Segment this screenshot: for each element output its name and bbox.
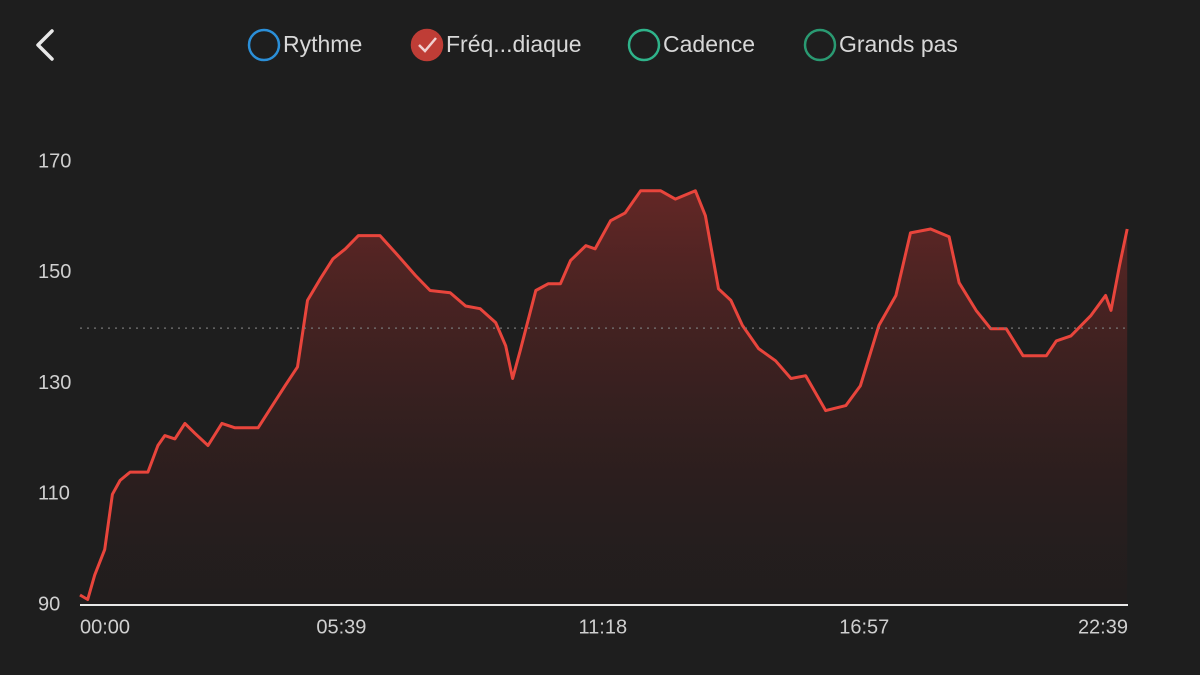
- x-tick-label: 16:57: [839, 616, 889, 638]
- legend-item[interactable]: Grands pas: [803, 28, 958, 62]
- legend-item[interactable]: Rythme: [247, 28, 362, 62]
- back-button[interactable]: [36, 29, 54, 61]
- legend-label: Rythme: [283, 31, 362, 57]
- y-tick-label: 130: [38, 372, 71, 394]
- legend-item[interactable]: Fréq...diaque: [410, 28, 582, 62]
- legend-item[interactable]: Cadence: [627, 28, 755, 62]
- legend-marker: [627, 28, 661, 62]
- x-tick-label: 22:39: [1078, 616, 1128, 638]
- legend-label: Fréq...diaque: [446, 31, 582, 57]
- y-tick-label: 150: [38, 261, 71, 283]
- y-tick-label: 110: [38, 483, 70, 505]
- legend-marker: [247, 28, 281, 62]
- legend-marker: [803, 28, 837, 62]
- y-tick-label: 170: [38, 150, 71, 172]
- x-tick-label: 05:39: [316, 616, 366, 638]
- legend-check: [418, 37, 437, 53]
- legend-marker: [410, 28, 444, 62]
- x-tick-label: 00:00: [80, 616, 130, 638]
- y-tick-label: 90: [38, 593, 60, 615]
- area: [80, 190, 1128, 606]
- line: [79, 189, 1129, 601]
- legend-label: Cadence: [663, 31, 755, 57]
- x-tick-label: 11:18: [579, 616, 628, 638]
- legend-label: Grands pas: [839, 31, 958, 57]
